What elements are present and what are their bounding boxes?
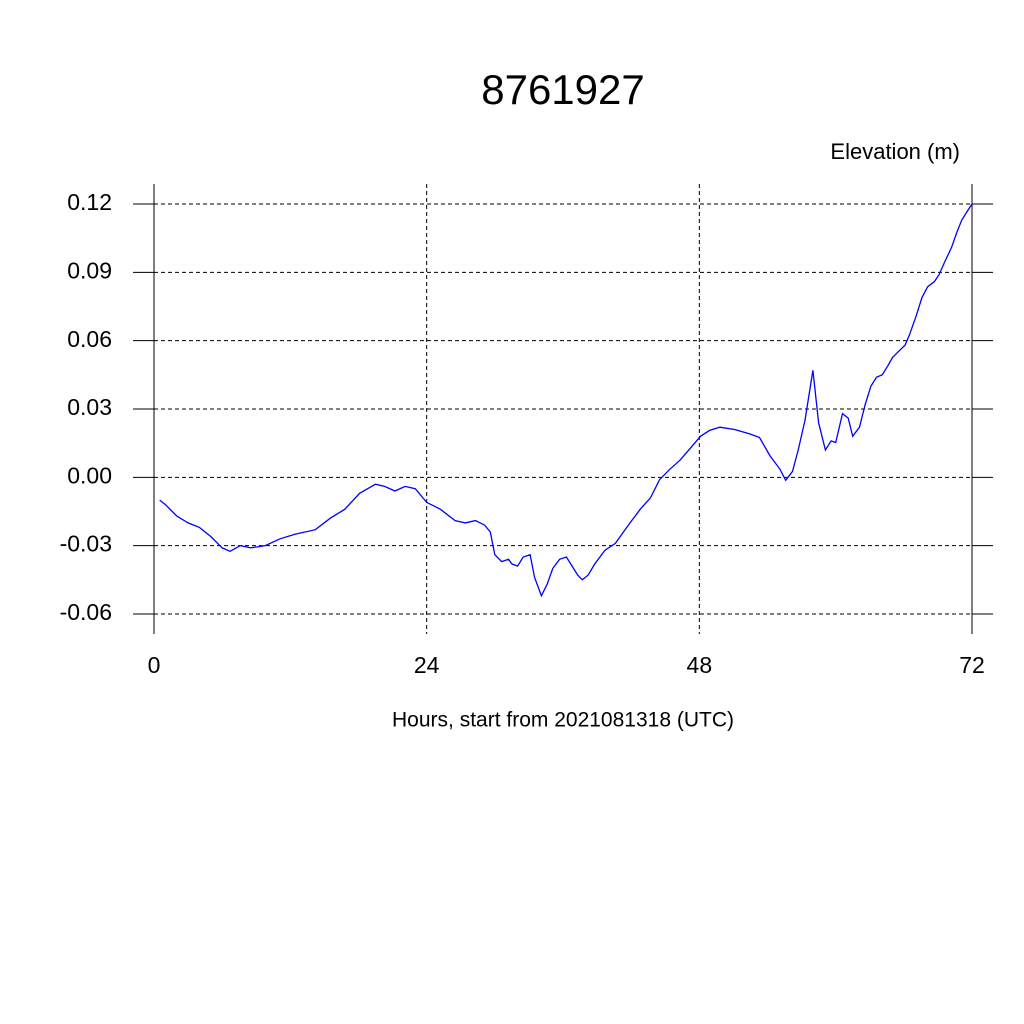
x-axis-label: Hours, start from 2021081318 (UTC) xyxy=(392,709,734,732)
y-tick-label: 0.12 xyxy=(67,189,112,215)
y-tick-label: -0.03 xyxy=(60,531,112,557)
x-tick-label: 72 xyxy=(959,652,985,678)
y-tick-label: 0.00 xyxy=(67,462,112,488)
x-tick-label: 0 xyxy=(148,652,161,678)
y-tick-label: 0.03 xyxy=(67,394,112,420)
y-tick-label: 0.09 xyxy=(67,257,112,283)
y-axis-label: Elevation (m) xyxy=(830,139,960,164)
data-line xyxy=(159,203,973,598)
y-tick-label: -0.06 xyxy=(60,599,112,625)
y-tick-label: 0.06 xyxy=(67,326,112,352)
x-tick-label: 48 xyxy=(687,652,713,678)
x-tick-label: 24 xyxy=(414,652,440,678)
chart-title: 8761927 xyxy=(481,66,645,113)
